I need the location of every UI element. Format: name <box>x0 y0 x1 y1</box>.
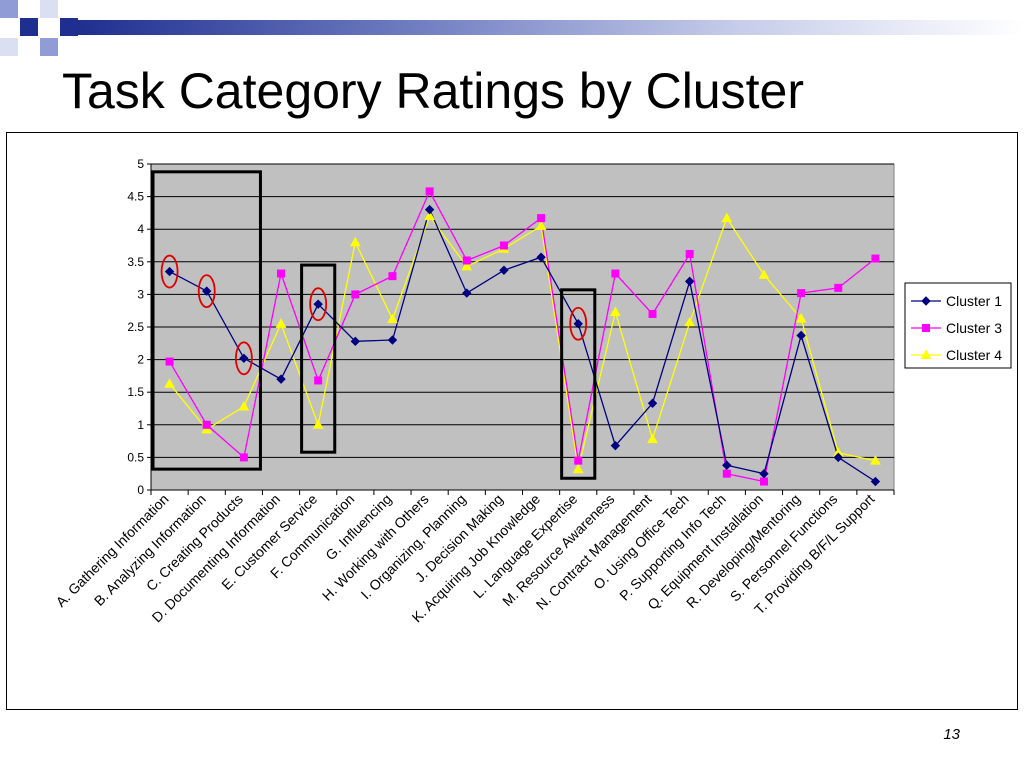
data-point-cluster-3 <box>388 272 397 281</box>
data-point-cluster-4 <box>164 378 175 388</box>
y-tick-label: 5 <box>137 157 144 171</box>
data-point-cluster-4 <box>424 210 435 221</box>
deco-square <box>60 18 78 36</box>
legend-label: Cluster 3 <box>946 320 1002 336</box>
data-point-cluster-3 <box>797 289 806 298</box>
legend-marker <box>920 349 932 359</box>
y-tick-label: 4 <box>137 222 144 236</box>
highlight-circle <box>309 287 328 322</box>
data-point-cluster-4 <box>349 236 361 247</box>
deco-square <box>40 0 58 18</box>
data-point-cluster-1 <box>870 476 881 487</box>
y-tick-label: 3.5 <box>127 255 144 269</box>
slide-title: Task Category Ratings by Cluster <box>62 63 804 119</box>
highlight-circle <box>234 341 253 376</box>
y-tick-label: 3 <box>137 287 144 301</box>
data-point-cluster-4 <box>647 433 658 444</box>
data-point-cluster-1 <box>164 266 175 277</box>
slide-corner-decoration <box>0 0 1024 56</box>
data-point-cluster-4 <box>535 220 547 230</box>
data-point-cluster-4 <box>387 313 398 324</box>
data-point-cluster-1 <box>462 288 472 298</box>
y-tick-label: 0 <box>137 483 144 497</box>
data-point-cluster-3 <box>759 477 768 486</box>
data-point-cluster-4 <box>201 423 213 434</box>
data-point-cluster-1 <box>684 276 695 287</box>
series-line-cluster-3 <box>169 189 876 483</box>
series-line-cluster-1 <box>169 207 876 483</box>
data-point-cluster-3 <box>277 269 286 278</box>
legend-label: Cluster 1 <box>946 293 1002 309</box>
data-point-cluster-1 <box>833 452 843 463</box>
y-tick-label: 2.5 <box>127 320 144 334</box>
data-point-cluster-3 <box>685 249 694 258</box>
y-tick-label: 0.5 <box>127 450 144 464</box>
data-point-cluster-1 <box>759 468 769 479</box>
data-point-cluster-1 <box>424 204 435 215</box>
data-point-cluster-1 <box>387 335 398 345</box>
data-point-cluster-1 <box>499 265 509 275</box>
series-line-cluster-4 <box>169 214 876 470</box>
y-tick-label: 2 <box>137 353 144 367</box>
data-point-cluster-1 <box>647 398 658 408</box>
data-point-cluster-4 <box>312 419 324 429</box>
data-point-cluster-4 <box>795 313 807 323</box>
line-chart: 00.511.522.533.544.55A. Gathering Inform… <box>53 157 1012 625</box>
data-point-cluster-1 <box>573 319 583 329</box>
highlight-box <box>560 288 597 480</box>
data-point-cluster-4 <box>275 318 287 328</box>
data-point-cluster-4 <box>461 260 473 271</box>
data-point-cluster-1 <box>350 336 361 347</box>
data-point-cluster-4 <box>870 455 881 465</box>
page-number: 13 <box>943 726 960 743</box>
data-point-cluster-3 <box>499 241 508 250</box>
highlight-box <box>151 170 262 471</box>
data-point-cluster-3 <box>314 376 323 385</box>
data-point-cluster-4 <box>610 306 621 317</box>
data-point-cluster-3 <box>202 420 211 429</box>
legend-label: Cluster 4 <box>946 347 1002 363</box>
data-point-cluster-3 <box>722 469 731 478</box>
data-point-cluster-4 <box>238 401 250 411</box>
data-point-cluster-4 <box>572 463 584 474</box>
data-point-cluster-3 <box>537 214 546 223</box>
header-gradient-band <box>78 20 1024 35</box>
data-point-cluster-3 <box>611 269 620 278</box>
data-point-cluster-1 <box>276 374 286 384</box>
data-point-cluster-1 <box>722 460 732 470</box>
data-point-cluster-1 <box>796 330 806 341</box>
data-point-cluster-1 <box>610 440 621 451</box>
data-point-cluster-4 <box>721 212 733 223</box>
data-point-cluster-3 <box>834 283 843 292</box>
data-point-cluster-3 <box>351 290 360 299</box>
chart-frame: 0 0.5 1 1.5 2 2.5 3 3.5 4 4.5 5 A. Gathering Inform… <box>6 132 1018 710</box>
deco-square <box>20 18 38 36</box>
highlight-circle <box>569 306 588 341</box>
deco-square <box>40 38 58 56</box>
data-point-cluster-3 <box>574 456 583 465</box>
data-point-cluster-3 <box>239 453 248 462</box>
data-point-cluster-1 <box>313 299 323 309</box>
deco-square <box>0 38 18 56</box>
y-tick-label: 1.5 <box>127 385 144 399</box>
data-point-cluster-4 <box>684 316 696 327</box>
data-point-cluster-1 <box>202 286 212 296</box>
data-point-cluster-3 <box>165 357 174 366</box>
legend-marker <box>921 296 931 306</box>
deco-square <box>0 0 18 18</box>
data-point-cluster-3 <box>462 256 471 265</box>
y-tick-label: 4.5 <box>127 190 144 204</box>
data-point-cluster-4 <box>758 269 770 279</box>
data-point-cluster-3 <box>871 254 880 263</box>
highlight-box <box>300 263 337 454</box>
legend-marker <box>922 324 930 332</box>
highlight-circle <box>197 274 216 309</box>
data-point-cluster-1 <box>239 353 249 364</box>
data-point-cluster-3 <box>425 187 434 196</box>
data-point-cluster-1 <box>536 252 546 262</box>
y-tick-label: 1 <box>137 418 144 432</box>
highlight-circle <box>160 254 179 289</box>
data-point-cluster-3 <box>648 309 657 318</box>
